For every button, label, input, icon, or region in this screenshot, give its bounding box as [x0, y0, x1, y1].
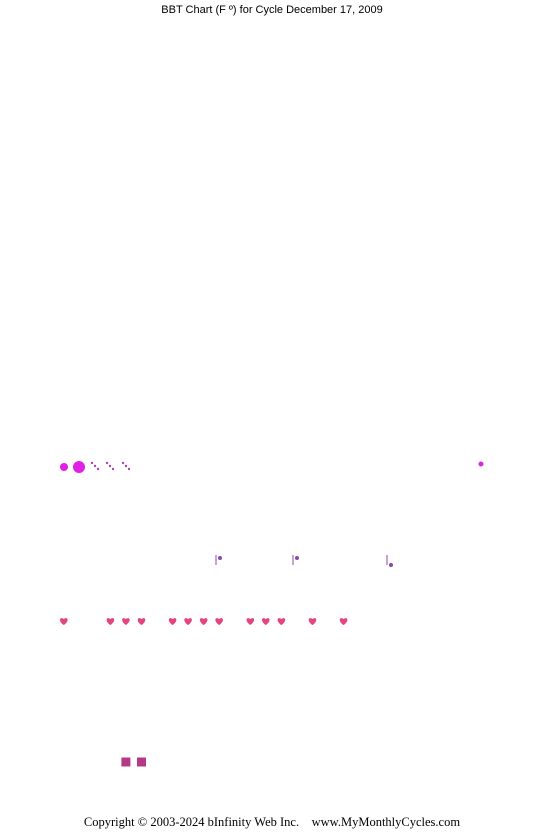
cerv-pos-icon [215, 555, 393, 567]
period-icon [478, 461, 484, 467]
period-icon [90, 461, 131, 471]
footer: Copyright © 2003-2024 bInfinity Web Inc.… [84, 815, 460, 829]
chart-title: BBT Chart (F º) for Cycle December 17, 2… [161, 4, 382, 16]
period-icon [60, 463, 68, 471]
headache-icon [121, 757, 146, 767]
icons [60, 461, 484, 767]
period-icon [73, 461, 85, 473]
